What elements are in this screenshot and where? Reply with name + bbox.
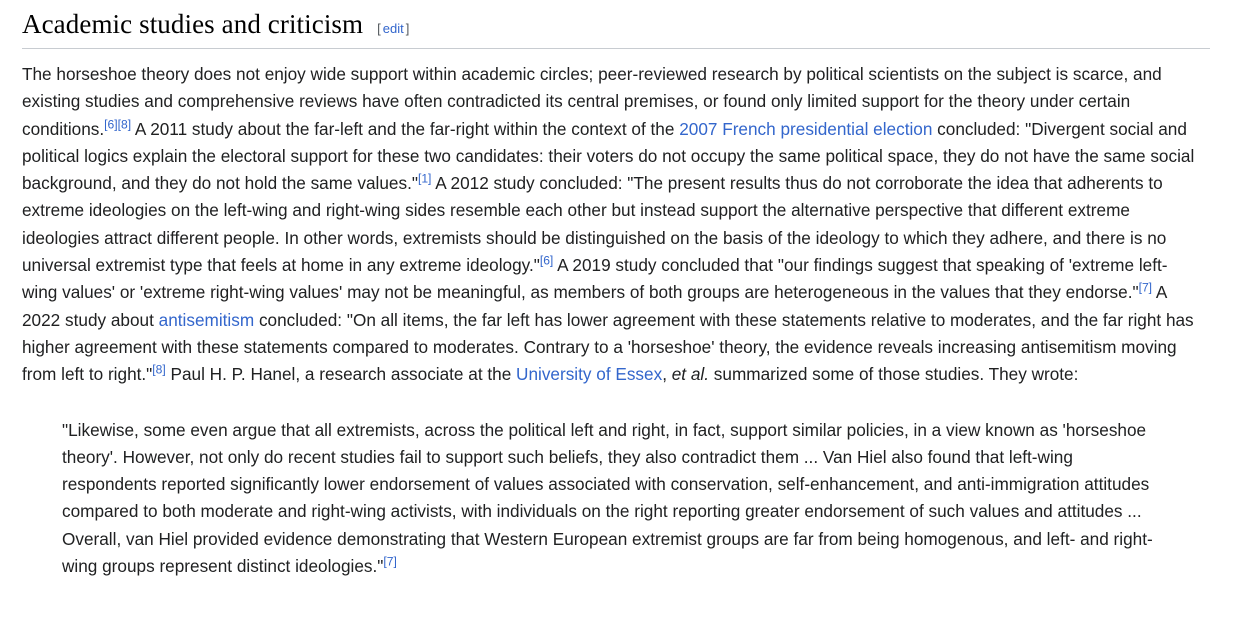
citation-ref-8[interactable]: [8]: [118, 117, 131, 131]
edit-open-bracket: [: [377, 21, 381, 36]
citation-link-1[interactable]: [1]: [417, 171, 432, 186]
blockquote-hanel: "Likewise, some even argue that all extr…: [22, 417, 1172, 581]
para-sentence-7: concluded: "On all items, the far left h…: [22, 309, 1194, 385]
citation-ref-1[interactable]: [1]: [418, 171, 431, 185]
citation-ref-7[interactable]: [7]: [1139, 281, 1152, 295]
para-sentence-5: A 2019 study concluded that "our finding…: [22, 255, 1168, 303]
citation-link-7[interactable]: [7]: [1138, 280, 1153, 295]
edit-section-wrapper: [edit]: [377, 22, 409, 35]
para-sentence-8: Paul H. P. Hanel, a research associate a…: [165, 364, 517, 385]
para-sentence-10: summarized some of those studies. They w…: [709, 364, 1079, 385]
blockquote-text: "Likewise, some even argue that all extr…: [62, 419, 1153, 577]
article-body: Academic studies and criticism [edit] Th…: [22, 0, 1216, 581]
para-sentence-3: concluded: "Divergent social and politic…: [22, 118, 1195, 194]
citation-ref-6b[interactable]: [6]: [540, 253, 553, 267]
para-sentence-6: A 2022 study about: [22, 282, 1167, 330]
section-heading: Academic studies and criticism [edit]: [22, 0, 1216, 41]
citation-link-8[interactable]: [8]: [117, 116, 132, 131]
citation-ref-7-blockquote[interactable]: [7]: [383, 554, 396, 568]
edit-close-bracket: ]: [405, 21, 410, 36]
link-2007-french-presidential-election[interactable]: 2007 French presidential election: [679, 118, 933, 139]
citation-link-7-blockquote[interactable]: [7]: [383, 554, 397, 569]
citation-link-8b[interactable]: [8]: [152, 362, 166, 377]
para-sentence-2: A 2011 study about the far-left and the …: [131, 118, 680, 139]
heading-divider: [22, 48, 1210, 49]
paragraph-academic-studies: The horseshoe theory does not enjoy wide…: [22, 61, 1202, 389]
citation-ref-8b[interactable]: [8]: [152, 363, 165, 377]
link-antisemitism[interactable]: antisemitism: [158, 309, 255, 330]
page-title: Academic studies and criticism: [22, 9, 364, 39]
para-sentence-1: The horseshoe theory does not enjoy wide…: [22, 64, 1162, 139]
citation-link-6[interactable]: [6]: [104, 116, 118, 131]
citation-ref-6[interactable]: [6]: [104, 117, 117, 131]
citation-link-6b[interactable]: [6]: [539, 253, 554, 268]
italic-et-al: et al.: [671, 364, 710, 385]
edit-section-link[interactable]: edit: [382, 21, 404, 36]
link-university-of-essex[interactable]: University of Essex: [516, 364, 663, 385]
para-sentence-9: ,: [662, 364, 672, 385]
para-sentence-4: A 2012 study concluded: "The present res…: [22, 173, 1167, 276]
